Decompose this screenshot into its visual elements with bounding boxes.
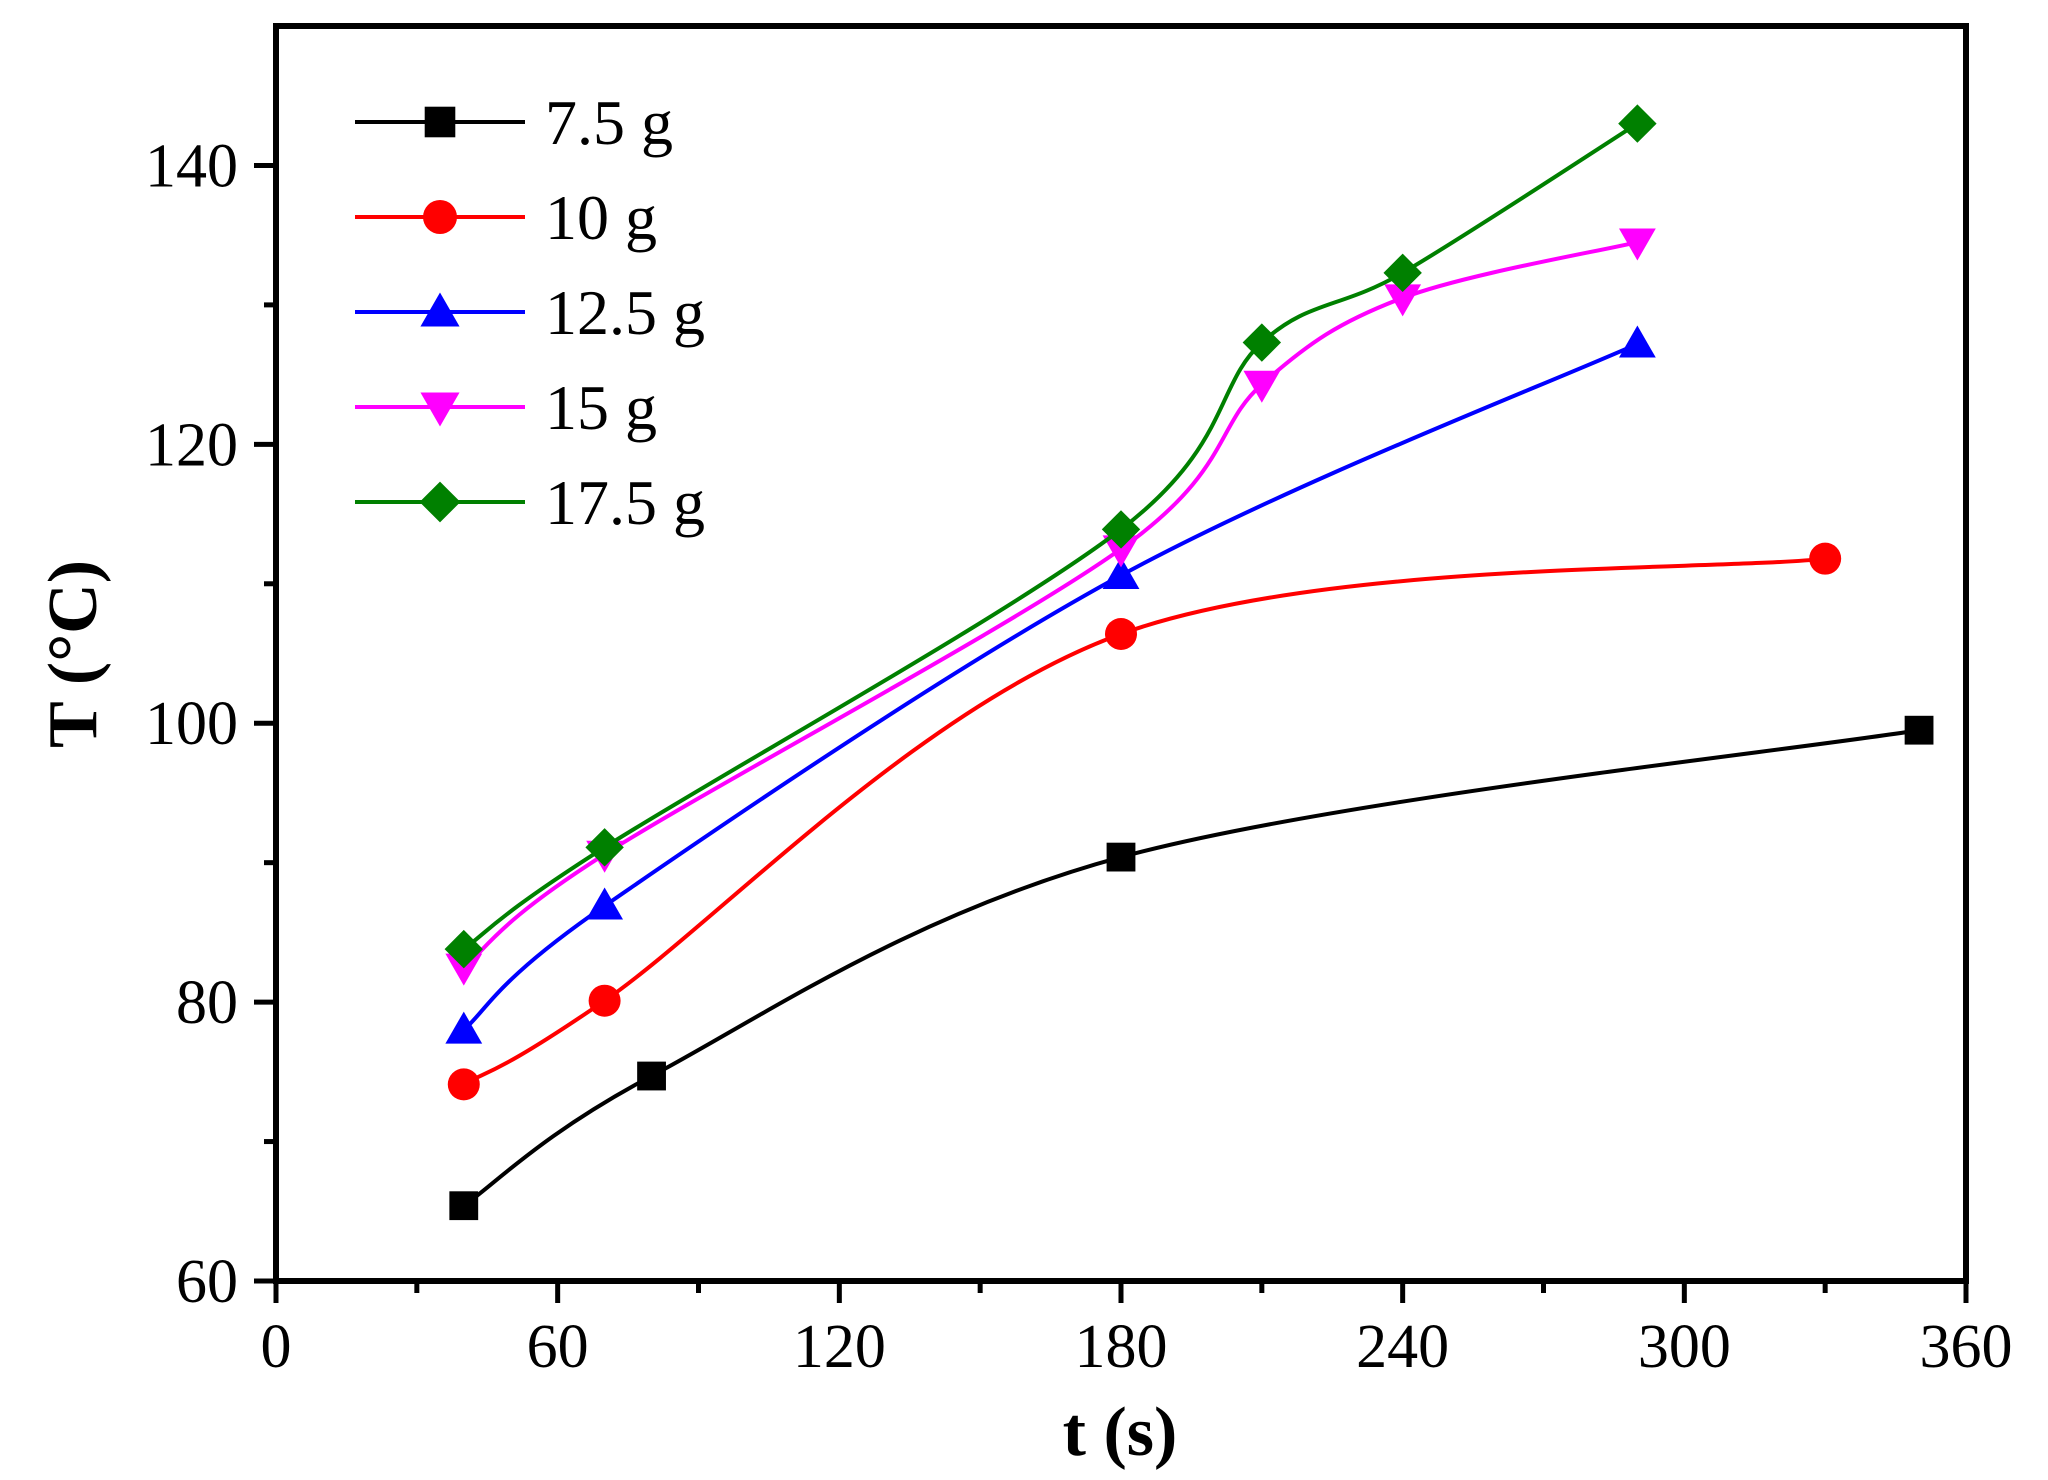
- data-point: [444, 929, 483, 969]
- x-tick-label: 60: [527, 1313, 589, 1381]
- x-tick-label: 120: [793, 1313, 886, 1381]
- legend-label: 15 g: [545, 372, 657, 443]
- series-12-5-gg: [445, 325, 1656, 1044]
- data-point: [1106, 842, 1136, 872]
- data-point: [1102, 535, 1140, 568]
- series-line: [462, 240, 1638, 969]
- y-tick-label: 80: [176, 969, 238, 1037]
- legend-item: 10 g: [355, 182, 657, 253]
- data-point: [1809, 542, 1842, 575]
- x-axis-title: t (s): [1063, 1394, 1178, 1471]
- data-point: [1383, 253, 1422, 293]
- x-tick-label: 360: [1920, 1313, 2013, 1381]
- y-tick-label: 60: [176, 1248, 238, 1316]
- legend-marker: [420, 292, 460, 327]
- data-point: [1384, 284, 1422, 317]
- legend: 7.5 g 10 g 12.5 g 15 g 17.5 g: [355, 87, 705, 538]
- data-point: [445, 1011, 483, 1044]
- data-point: [586, 887, 624, 920]
- series-10-gg: [447, 542, 1842, 1101]
- y-axis-title: T (°C): [35, 560, 112, 748]
- data-point: [449, 1191, 479, 1221]
- data-point: [1618, 228, 1656, 261]
- data-point: [1904, 715, 1934, 745]
- legend-label: 12.5 g: [545, 277, 705, 348]
- series-line: [462, 728, 1920, 1208]
- data-point: [588, 984, 621, 1017]
- legend-marker: [423, 200, 457, 234]
- data-point: [445, 953, 483, 986]
- data-point: [1618, 104, 1657, 143]
- data-point: [1242, 323, 1282, 362]
- series-line: [462, 342, 1639, 1032]
- legend-marker: [419, 481, 461, 523]
- legend-item: 15 g: [355, 372, 657, 443]
- x-tick-label: 0: [261, 1313, 292, 1381]
- legend-marker: [420, 392, 460, 427]
- data-point: [1243, 370, 1281, 403]
- series-17-5-gg: [444, 104, 1657, 969]
- series-line: [462, 556, 1826, 1087]
- data-point: [1105, 617, 1137, 650]
- axis-ticks: 0 60 120 180 240 300 360 60 80 100 120 140: [145, 132, 2013, 1381]
- data-point: [585, 828, 624, 867]
- legend-label: 10 g: [545, 182, 657, 253]
- y-tick-label: 120: [145, 411, 238, 479]
- legend-item: 12.5 g: [355, 277, 705, 348]
- x-tick-label: 300: [1638, 1313, 1731, 1381]
- legend-label: 17.5 g: [545, 467, 705, 538]
- data-point: [1618, 325, 1656, 358]
- plot-frame: [273, 23, 1969, 1284]
- data-point: [1102, 557, 1140, 590]
- legend-item: 7.5 g: [355, 87, 673, 158]
- series-layer: [444, 104, 1934, 1221]
- x-tick-label: 240: [1356, 1313, 1449, 1381]
- legend-marker: [424, 106, 456, 138]
- x-tick-label: 180: [1075, 1313, 1168, 1381]
- series-7-5-gg: [449, 715, 1934, 1221]
- data-point: [447, 1068, 480, 1101]
- y-tick-label: 100: [145, 690, 238, 758]
- data-point: [1101, 510, 1141, 549]
- y-tick-label: 140: [145, 132, 238, 200]
- data-point: [637, 1061, 666, 1091]
- legend-label: 7.5 g: [545, 87, 673, 158]
- legend-item: 17.5 g: [355, 467, 705, 538]
